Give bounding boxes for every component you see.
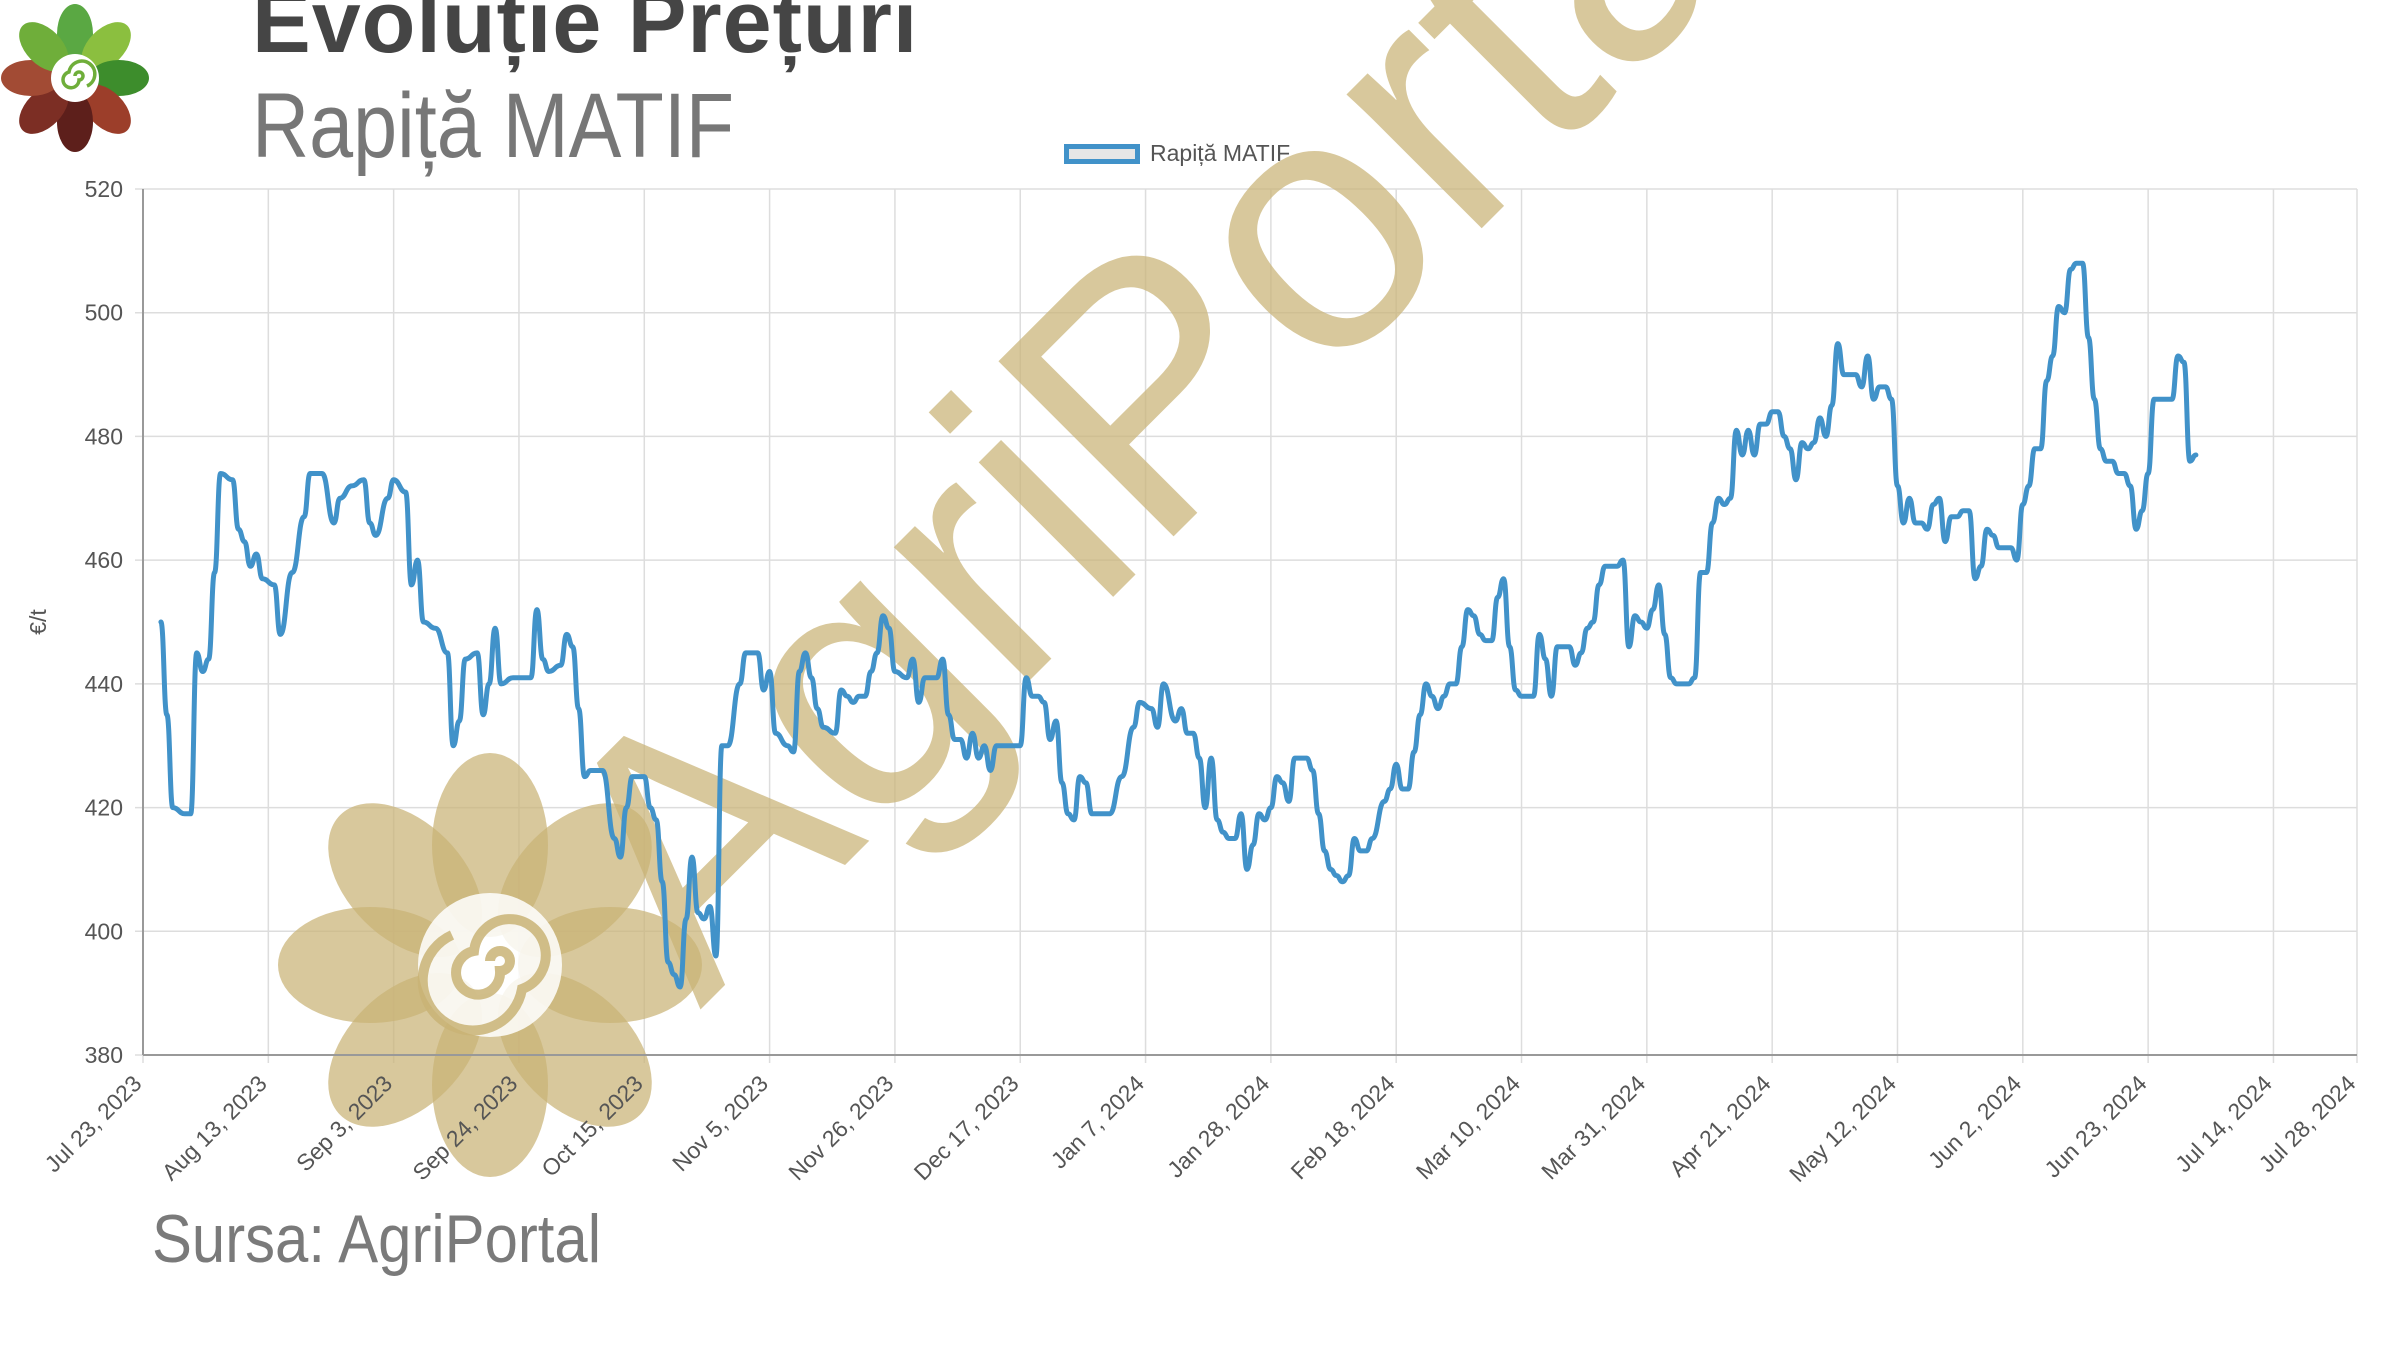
x-tick-label: Jun 2, 2024 [1923, 1070, 2027, 1174]
y-tick-label: 420 [85, 795, 123, 821]
flower-spiral-logo-icon [0, 0, 160, 160]
y-tick-label: 440 [85, 671, 123, 697]
x-tick-label: Aug 13, 2023 [157, 1070, 272, 1185]
x-tick-label: Nov 5, 2023 [667, 1070, 773, 1176]
x-tick-label: Feb 18, 2024 [1286, 1070, 1400, 1184]
y-tick-label: 520 [85, 176, 123, 202]
y-tick-label: 480 [85, 423, 123, 449]
x-tick-label: Jul 23, 2023 [40, 1070, 147, 1177]
x-tick-label: Dec 17, 2023 [909, 1070, 1024, 1185]
chart-legend[interactable]: Rapiță MATIF [1064, 140, 1290, 167]
x-tick-label: Jan 28, 2024 [1162, 1070, 1275, 1183]
page-subtitle: Rapiță MATIF [252, 75, 735, 177]
x-tick-label: Nov 26, 2023 [783, 1070, 898, 1185]
series-line [158, 260, 2199, 990]
legend-swatch [1064, 143, 1140, 164]
x-tick-label: Mar 31, 2024 [1536, 1070, 1650, 1184]
legend-label: Rapiță MATIF [1150, 140, 1291, 166]
x-tick-label: Jun 23, 2024 [2039, 1070, 2152, 1183]
y-axis-label: €/t [25, 609, 51, 635]
y-tick-label: 500 [85, 300, 123, 326]
chart-series [158, 260, 2199, 990]
y-tick-label: 380 [85, 1042, 123, 1068]
y-tick-label: 400 [85, 918, 123, 944]
flower-spiral-watermark-icon [278, 753, 702, 1177]
y-tick-label: 460 [85, 547, 123, 573]
x-tick-label: Mar 10, 2024 [1411, 1070, 1525, 1184]
page-title: Evoluție Prețuri [252, 0, 919, 71]
x-tick-label: May 12, 2024 [1784, 1070, 1901, 1187]
x-tick-label: Jan 7, 2024 [1046, 1070, 1150, 1174]
x-tick-label: Apr 21, 2024 [1664, 1070, 1776, 1182]
source-note: Sursa: AgriPortal [152, 1201, 602, 1277]
